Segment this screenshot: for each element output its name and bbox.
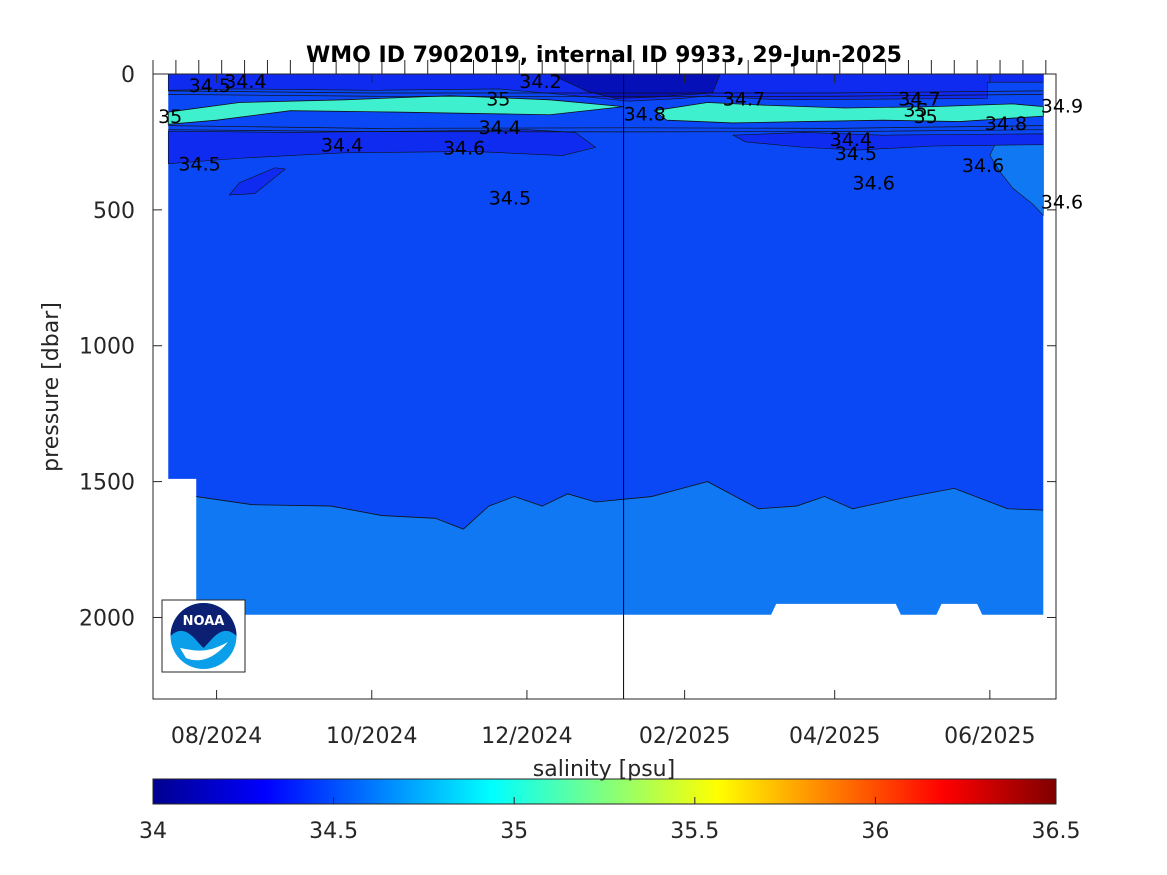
contour-label: 34.5 (178, 154, 220, 176)
fresher-band-right (731, 132, 1044, 151)
x-tick-label: 02/2025 (639, 724, 730, 749)
contour-label: 34.6 (853, 173, 895, 195)
contour-label: 34.8 (985, 113, 1027, 135)
contour-label: 34.7 (898, 88, 940, 110)
y-tick-label: 500 (93, 199, 135, 224)
contour-label: 34.5 (835, 143, 877, 165)
x-tick-label: 08/2024 (171, 724, 262, 749)
colorbar-tick-label: 34.5 (309, 819, 358, 844)
contour-label: 34.6 (1041, 192, 1083, 214)
colorbar-tick-label: 35 (500, 819, 528, 844)
salinity-maximum-core-2 (653, 102, 1044, 124)
contour-label: 34.4 (479, 117, 521, 139)
contour-label: 34.9 (1041, 95, 1083, 117)
salinity-maximum-core-1 (167, 95, 624, 125)
noaa-logo: NOAA (161, 599, 246, 673)
colorbar-tick-label: 36 (861, 819, 889, 844)
contour-label: 34.7 (723, 88, 765, 110)
y-axis-label: pressure [dbar] (39, 302, 64, 472)
contour-label: 34.6 (962, 155, 1004, 177)
contour-label: 35 (914, 106, 938, 128)
contour-label: 34.4 (321, 135, 363, 157)
contour-label: 34.5 (489, 188, 531, 210)
upper-water-layer (168, 74, 1044, 530)
x-tick-label: 04/2025 (789, 724, 880, 749)
fresher-patch (228, 167, 287, 196)
contour-label: 34.5 (189, 75, 231, 97)
plot-axes (152, 73, 1057, 700)
surface-freshest-patch (549, 74, 721, 99)
colorbar-tick-label: 35.5 (670, 819, 719, 844)
contour-label: 34.4 (830, 129, 872, 151)
colorbar: salinity [psu] 34 34.5 35 35.5 36 36.5 (139, 757, 1080, 844)
x-tick-label: 06/2025 (944, 724, 1035, 749)
x-tick-label: 10/2024 (326, 724, 417, 749)
colorbar-ticks: 34 34.5 35 35.5 36 36.5 (139, 797, 1080, 844)
contour-label: 35 (903, 99, 927, 121)
y-axis-ticks: 0 500 1000 1500 2000 (79, 63, 1056, 631)
contour-label: 34.8 (624, 103, 666, 125)
svg-text:NOAA: NOAA (183, 614, 225, 629)
contour-label: 35 (158, 106, 182, 128)
y-tick-label: 0 (121, 63, 135, 88)
salinity-layers (167, 74, 1044, 615)
contour-label: 34.4 (224, 71, 266, 93)
contour-label: 34.2 (519, 71, 561, 93)
x-axis-ticks: 08/2024 10/2024 12/2024 02/2025 04/2025 06/20… (152, 60, 1047, 749)
deep-water-layer (196, 481, 1044, 615)
x-tick-label: 12/2024 (481, 724, 572, 749)
colorbar-tick-label: 36.5 (1032, 819, 1081, 844)
y-tick-label: 1000 (79, 335, 135, 360)
contour-label: 35 (486, 88, 510, 110)
colorbar-tick-label: 34 (139, 819, 167, 844)
colorbar-label: salinity [psu] (533, 757, 675, 782)
y-tick-label: 1500 (79, 471, 135, 496)
contour-label: 34.6 (443, 137, 485, 159)
y-tick-label: 2000 (79, 606, 135, 631)
chart-title: WMO ID 7902019, internal ID 9933, 29-Jun… (306, 43, 902, 68)
